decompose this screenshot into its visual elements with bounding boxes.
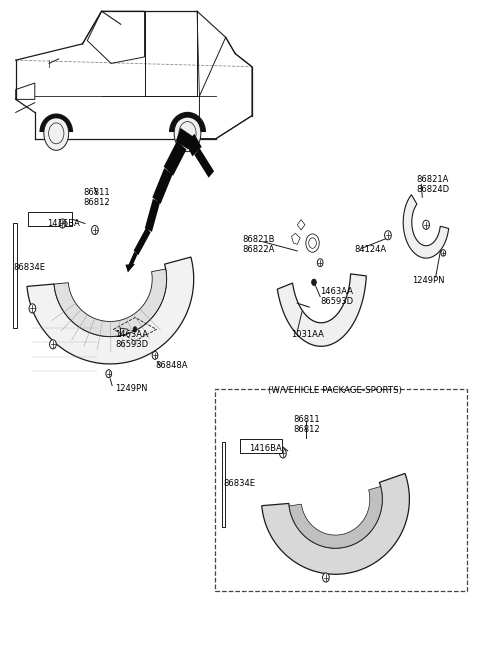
Text: 86821B
86822A: 86821B 86822A [242,235,275,254]
Bar [240,439,282,453]
Circle shape [106,370,112,378]
Text: (W/VEHICLE PACKAGE-SPORTS): (W/VEHICLE PACKAGE-SPORTS) [268,386,402,394]
Circle shape [92,226,98,235]
Circle shape [152,352,158,359]
Circle shape [174,115,201,152]
Polygon shape [403,195,449,258]
Text: 1463AA
86593D: 1463AA 86593D [115,330,148,350]
Polygon shape [27,257,194,364]
Circle shape [29,304,36,313]
Text: 1416BA: 1416BA [250,444,282,453]
Polygon shape [164,140,186,176]
Polygon shape [125,264,135,272]
Polygon shape [185,134,202,156]
Text: 86811
86812: 86811 86812 [84,188,110,207]
Circle shape [317,258,323,266]
Polygon shape [194,148,214,178]
Circle shape [280,449,286,458]
Text: 1031AA: 1031AA [291,330,324,339]
Text: 86811
86812: 86811 86812 [293,415,320,434]
Text: 1463AA
86593D: 1463AA 86593D [320,287,353,306]
Text: 86821A
86824D: 86821A 86824D [417,174,450,194]
Text: 86834E: 86834E [223,479,255,488]
Circle shape [49,340,56,349]
Bar [215,390,467,590]
Polygon shape [169,112,205,132]
Polygon shape [40,114,72,132]
Polygon shape [152,168,173,204]
Text: 1416BA: 1416BA [47,219,80,228]
Polygon shape [133,228,151,255]
Text: 84124A: 84124A [355,245,387,254]
Polygon shape [277,274,366,346]
Circle shape [384,231,391,240]
Polygon shape [129,251,138,267]
Polygon shape [176,128,192,149]
Polygon shape [54,269,167,337]
Circle shape [133,327,137,332]
Text: 86848A: 86848A [155,361,188,371]
Bar [28,212,72,226]
Circle shape [441,250,446,256]
Circle shape [323,573,329,582]
Bar [13,224,17,328]
Circle shape [44,116,69,150]
Text: 1249PN: 1249PN [115,384,147,392]
Circle shape [423,220,430,230]
Polygon shape [289,487,382,548]
Circle shape [59,219,66,228]
Text: 1249PN: 1249PN [412,276,444,285]
Polygon shape [262,474,409,574]
Bar [222,441,225,527]
Circle shape [312,279,316,285]
Polygon shape [145,199,160,232]
Text: 86834E: 86834E [13,264,45,272]
